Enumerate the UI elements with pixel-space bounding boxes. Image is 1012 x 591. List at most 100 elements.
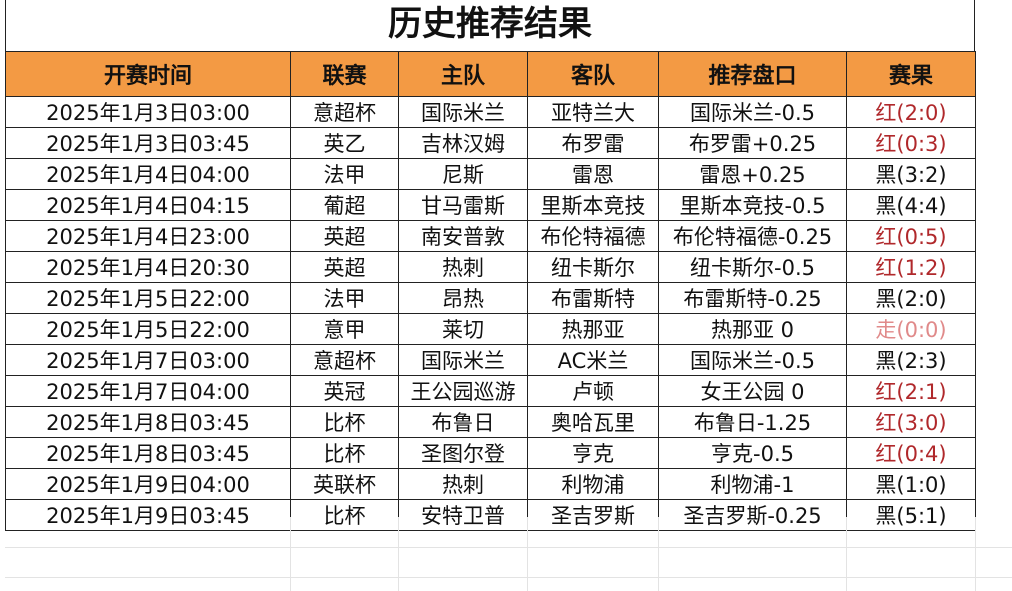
away-team-cell[interactable]: AC米兰	[527, 344, 659, 376]
kickoff-time-cell[interactable]: 2025年1月9日04:00	[5, 468, 291, 500]
kickoff-time-cell[interactable]: 2025年1月9日03:45	[5, 499, 291, 531]
league-cell[interactable]: 英联杯	[290, 468, 399, 500]
result-cell[interactable]: 红(2:0)	[846, 96, 976, 128]
result-cell[interactable]: 走(0:0)	[846, 313, 976, 345]
home-team-cell[interactable]: 莱切	[398, 313, 528, 345]
kickoff-time-cell[interactable]: 2025年1月8日03:45	[5, 437, 291, 469]
home-team-cell[interactable]: 昂热	[398, 282, 528, 314]
recommendation-cell[interactable]: 纽卡斯尔-0.5	[658, 251, 847, 283]
empty-gridline	[290, 517, 291, 591]
recommendation-cell[interactable]: 国际米兰-0.5	[658, 96, 847, 128]
league-cell[interactable]: 葡超	[290, 189, 399, 221]
home-team-cell[interactable]: 圣图尔登	[398, 437, 528, 469]
recommendation-cell[interactable]: 布伦特福德-0.25	[658, 220, 847, 252]
league-cell[interactable]: 比杯	[290, 499, 399, 531]
result-cell[interactable]: 黑(1:0)	[846, 468, 976, 500]
kickoff-time-cell[interactable]: 2025年1月7日03:00	[5, 344, 291, 376]
home-team-cell[interactable]: 国际米兰	[398, 96, 528, 128]
home-team-cell[interactable]: 布鲁日	[398, 406, 528, 438]
table-row: 2025年1月4日04:00 法甲 尼斯 雷恩 雷恩+0.25 黑(3:2)	[5, 158, 976, 190]
result-cell[interactable]: 黑(2:3)	[846, 344, 976, 376]
home-team-cell[interactable]: 王公园巡游	[398, 375, 528, 407]
recommendation-cell[interactable]: 布雷斯特-0.25	[658, 282, 847, 314]
league-cell[interactable]: 意甲	[290, 313, 399, 345]
home-team-cell[interactable]: 南安普敦	[398, 220, 528, 252]
kickoff-time-cell[interactable]: 2025年1月4日20:30	[5, 251, 291, 283]
away-team-cell[interactable]: 纽卡斯尔	[527, 251, 659, 283]
result-cell[interactable]: 红(1:2)	[846, 251, 976, 283]
league-cell[interactable]: 比杯	[290, 437, 399, 469]
column-header[interactable]: 主队	[398, 51, 528, 97]
away-team-cell[interactable]: 里斯本竞技	[527, 189, 659, 221]
kickoff-time-cell[interactable]: 2025年1月5日22:00	[5, 282, 291, 314]
table-row: 2025年1月4日23:00 英超 南安普敦 布伦特福德 布伦特福德-0.25 红(0:5…	[5, 220, 976, 252]
recommendation-cell[interactable]: 布罗雷+0.25	[658, 127, 847, 159]
home-team-cell[interactable]: 安特卫普	[398, 499, 528, 531]
home-team-cell[interactable]: 甘马雷斯	[398, 189, 528, 221]
empty-gridline	[398, 517, 399, 591]
table-row: 2025年1月3日03:00 意超杯 国际米兰 亚特兰大 国际米兰-0.5 红(2:0)	[5, 96, 976, 128]
result-cell[interactable]: 黑(5:1)	[846, 499, 976, 531]
result-cell[interactable]: 黑(2:0)	[846, 282, 976, 314]
result-cell[interactable]: 黑(4:4)	[846, 189, 976, 221]
league-cell[interactable]: 比杯	[290, 406, 399, 438]
away-team-cell[interactable]: 圣吉罗斯	[527, 499, 659, 531]
away-team-cell[interactable]: 雷恩	[527, 158, 659, 190]
table-row: 2025年1月4日04:15 葡超 甘马雷斯 里斯本竞技 里斯本竞技-0.5 黑(4:4)	[5, 189, 976, 221]
away-team-cell[interactable]: 利物浦	[527, 468, 659, 500]
column-header[interactable]: 赛果	[846, 51, 976, 97]
league-cell[interactable]: 英超	[290, 220, 399, 252]
kickoff-time-cell[interactable]: 2025年1月4日04:00	[5, 158, 291, 190]
league-cell[interactable]: 法甲	[290, 158, 399, 190]
recommendation-cell[interactable]: 利物浦-1	[658, 468, 847, 500]
column-header[interactable]: 开赛时间	[5, 51, 291, 97]
home-team-cell[interactable]: 热刺	[398, 251, 528, 283]
result-cell[interactable]: 红(0:5)	[846, 220, 976, 252]
table-row: 2025年1月8日03:45 比杯 布鲁日 奥哈瓦里 布鲁日-1.25 红(3:0)	[5, 406, 976, 438]
kickoff-time-cell[interactable]: 2025年1月8日03:45	[5, 406, 291, 438]
league-cell[interactable]: 英超	[290, 251, 399, 283]
away-team-cell[interactable]: 亚特兰大	[527, 96, 659, 128]
league-cell[interactable]: 意超杯	[290, 344, 399, 376]
recommendation-cell[interactable]: 女王公园 0	[658, 375, 847, 407]
league-cell[interactable]: 意超杯	[290, 96, 399, 128]
empty-column	[975, 0, 1012, 517]
recommendation-cell[interactable]: 国际米兰-0.5	[658, 344, 847, 376]
away-team-cell[interactable]: 亨克	[527, 437, 659, 469]
away-team-cell[interactable]: 卢顿	[527, 375, 659, 407]
recommendation-cell[interactable]: 布鲁日-1.25	[658, 406, 847, 438]
recommendation-cell[interactable]: 圣吉罗斯-0.25	[658, 499, 847, 531]
home-team-cell[interactable]: 吉林汉姆	[398, 127, 528, 159]
result-cell[interactable]: 红(0:3)	[846, 127, 976, 159]
recommendation-cell[interactable]: 热那亚 0	[658, 313, 847, 345]
column-header[interactable]: 联赛	[290, 51, 399, 97]
kickoff-time-cell[interactable]: 2025年1月3日03:45	[5, 127, 291, 159]
result-cell[interactable]: 红(0:4)	[846, 437, 976, 469]
kickoff-time-cell[interactable]: 2025年1月4日04:15	[5, 189, 291, 221]
column-header[interactable]: 推荐盘口	[658, 51, 847, 97]
empty-gridline	[5, 577, 1012, 578]
home-team-cell[interactable]: 国际米兰	[398, 344, 528, 376]
kickoff-time-cell[interactable]: 2025年1月4日23:00	[5, 220, 291, 252]
result-cell[interactable]: 红(3:0)	[846, 406, 976, 438]
home-team-cell[interactable]: 热刺	[398, 468, 528, 500]
away-team-cell[interactable]: 热那亚	[527, 313, 659, 345]
recommendation-cell[interactable]: 雷恩+0.25	[658, 158, 847, 190]
league-cell[interactable]: 法甲	[290, 282, 399, 314]
result-cell[interactable]: 黑(3:2)	[846, 158, 976, 190]
away-team-cell[interactable]: 布伦特福德	[527, 220, 659, 252]
league-cell[interactable]: 英乙	[290, 127, 399, 159]
recommendation-cell[interactable]: 里斯本竞技-0.5	[658, 189, 847, 221]
league-cell[interactable]: 英冠	[290, 375, 399, 407]
away-team-cell[interactable]: 奥哈瓦里	[527, 406, 659, 438]
kickoff-time-cell[interactable]: 2025年1月7日04:00	[5, 375, 291, 407]
away-team-cell[interactable]: 布雷斯特	[527, 282, 659, 314]
column-header[interactable]: 客队	[527, 51, 659, 97]
home-team-cell[interactable]: 尼斯	[398, 158, 528, 190]
kickoff-time-cell[interactable]: 2025年1月3日03:00	[5, 96, 291, 128]
away-team-cell[interactable]: 布罗雷	[527, 127, 659, 159]
kickoff-time-cell[interactable]: 2025年1月5日22:00	[5, 313, 291, 345]
result-cell[interactable]: 红(2:1)	[846, 375, 976, 407]
recommendation-cell[interactable]: 亨克-0.5	[658, 437, 847, 469]
table-row: 2025年1月9日03:45 比杯 安特卫普 圣吉罗斯 圣吉罗斯-0.25 黑(5:1)	[5, 499, 976, 531]
